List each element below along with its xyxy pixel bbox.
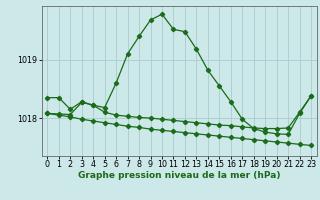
- X-axis label: Graphe pression niveau de la mer (hPa): Graphe pression niveau de la mer (hPa): [78, 171, 280, 180]
